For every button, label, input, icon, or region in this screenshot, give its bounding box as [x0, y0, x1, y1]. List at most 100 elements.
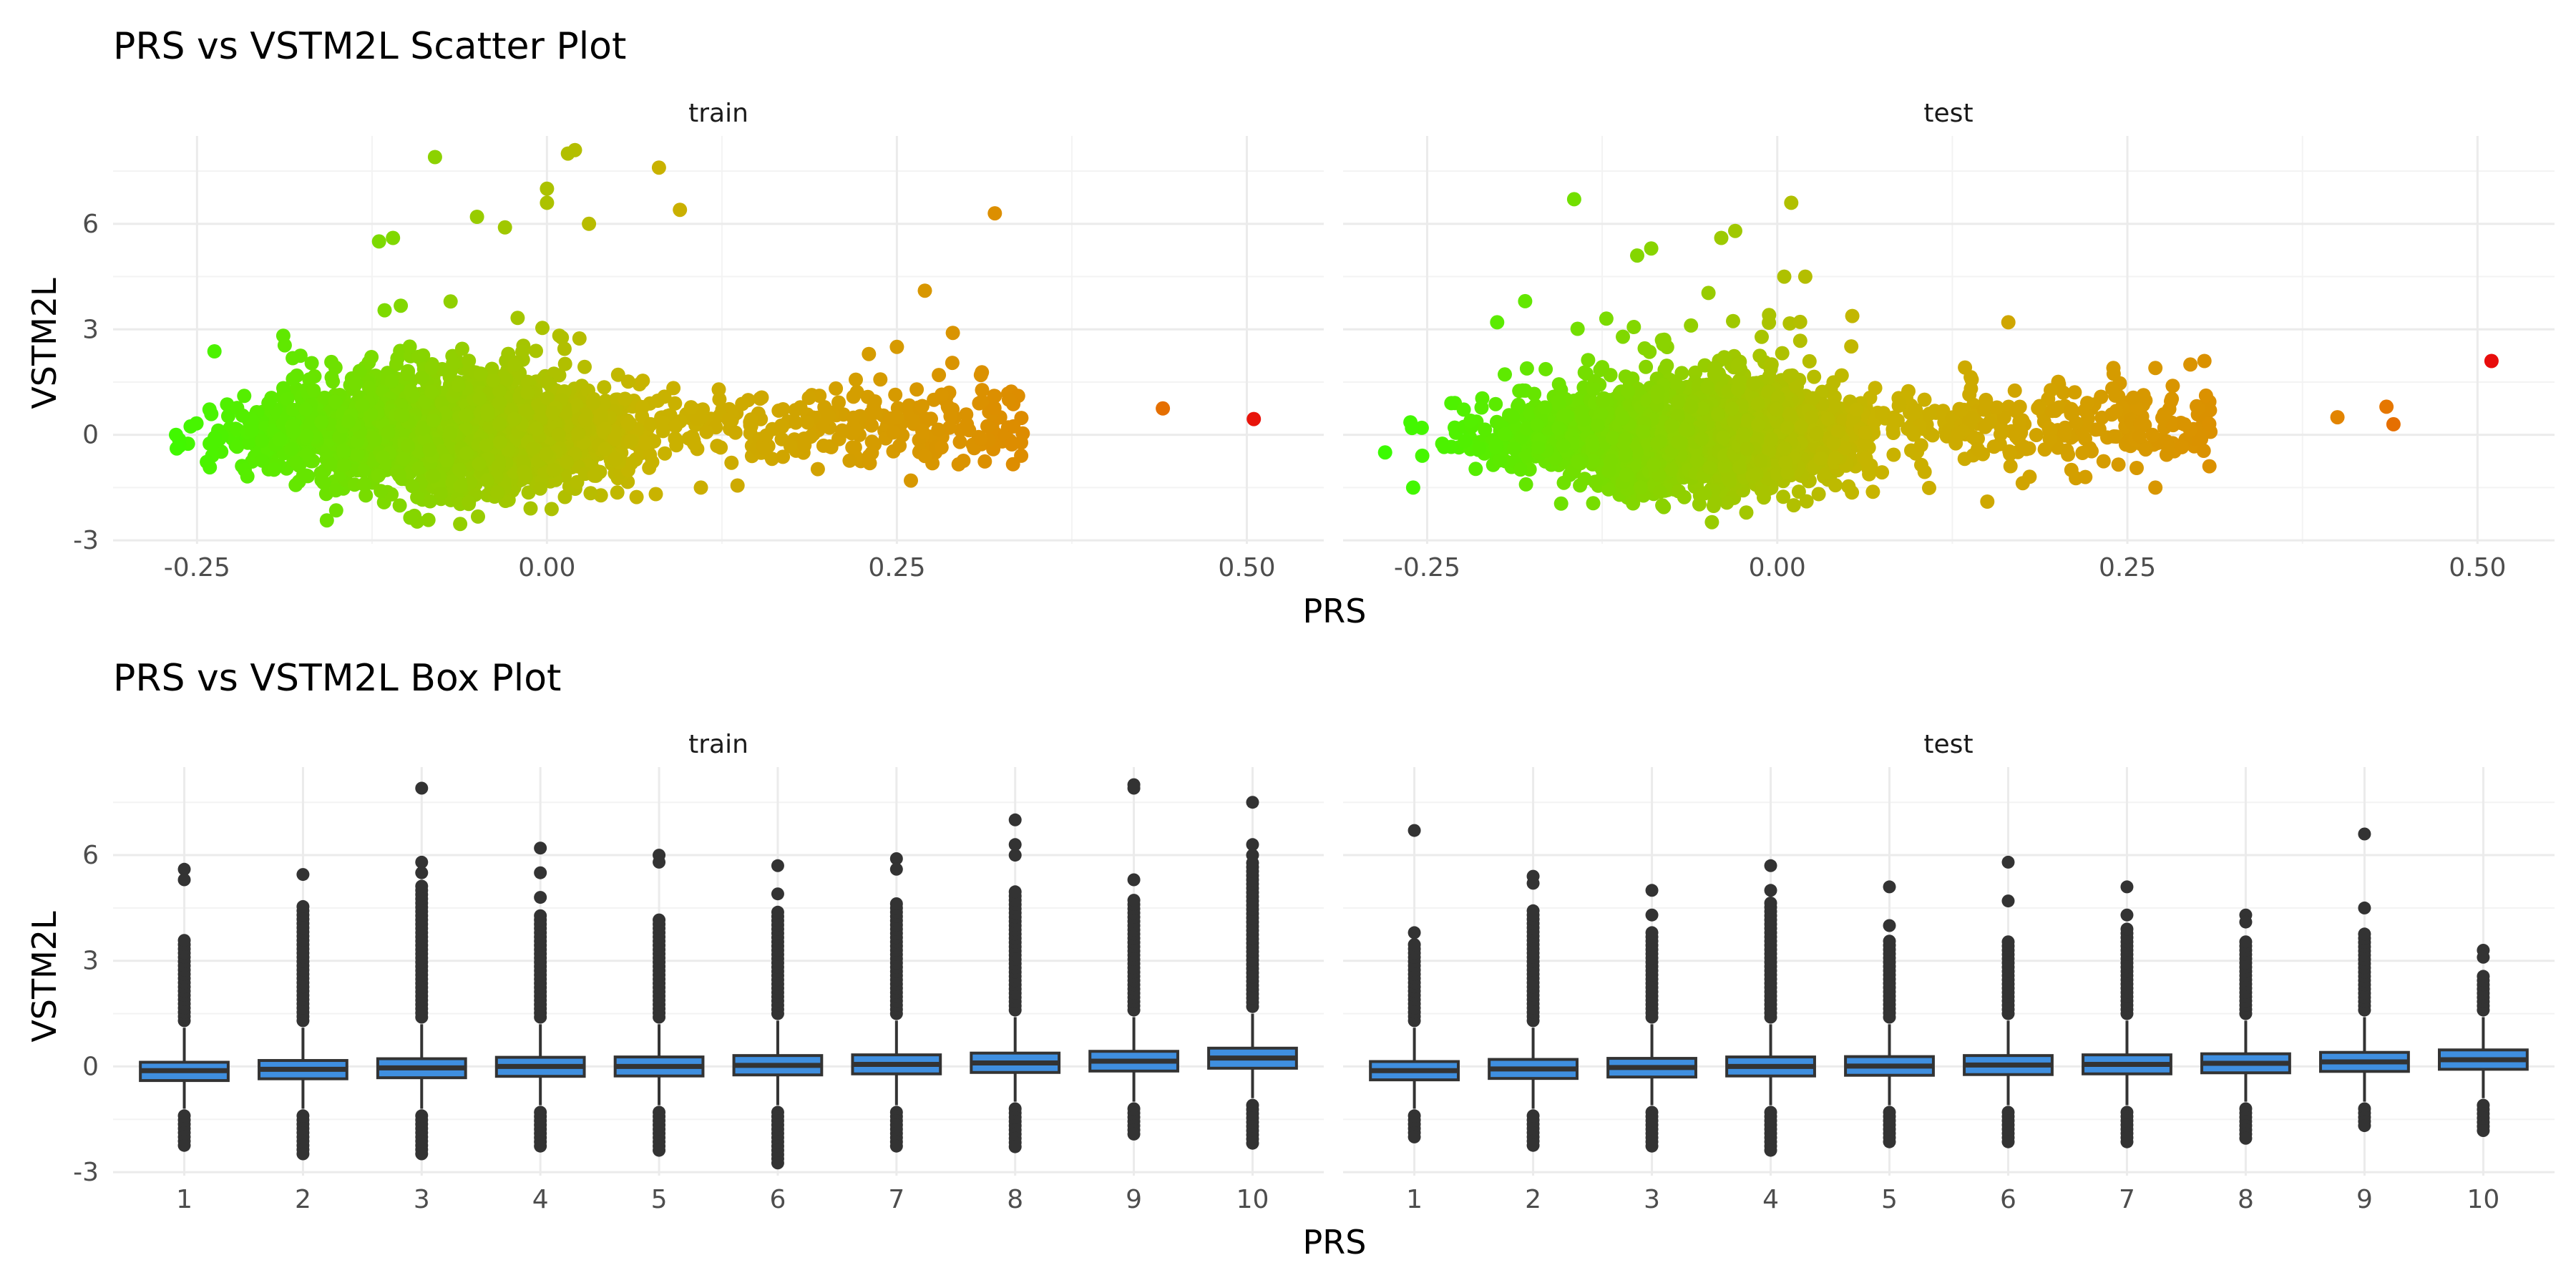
- x-tick-label: 0.50: [1218, 553, 1275, 582]
- scatter-point: [864, 446, 879, 460]
- scatter-point: [1570, 321, 1585, 336]
- scatter-point: [1802, 353, 1817, 369]
- scatter-point: [443, 426, 458, 441]
- scatter-point: [551, 427, 566, 442]
- scatter-point: [1478, 422, 1493, 437]
- scatter-point: [328, 483, 343, 498]
- scatter-point: [987, 389, 1002, 404]
- scatter-point: [328, 394, 343, 409]
- scatter-point: [552, 328, 567, 343]
- scatter-point: [1405, 421, 1420, 436]
- scatter-point: [842, 453, 857, 468]
- scatter-point: [1444, 396, 1459, 411]
- scatter-point: [424, 361, 439, 376]
- scatter-point: [883, 411, 898, 426]
- scatter-point: [283, 442, 298, 457]
- scatter-point: [544, 502, 559, 517]
- scatter-point: [945, 356, 960, 371]
- scatter-point: [255, 453, 270, 468]
- scatter-point: [904, 473, 918, 488]
- scatter-point: [935, 387, 950, 402]
- scatter-point: [374, 484, 389, 499]
- scatter-point: [1739, 505, 1754, 520]
- scatter-point: [1498, 367, 1512, 382]
- scatter-point: [607, 431, 622, 447]
- scatter-point: [593, 405, 608, 420]
- x-tick-label: 0.25: [2099, 553, 2156, 582]
- scatter-point: [484, 361, 499, 376]
- scatter-point: [474, 366, 488, 381]
- scatter-point: [1581, 353, 1596, 368]
- scatter-point: [245, 424, 259, 439]
- scatter-point: [324, 354, 339, 369]
- scatter-point: [451, 378, 466, 393]
- scatter-point: [557, 356, 572, 371]
- scatter-point: [620, 374, 635, 389]
- scatter-point: [1513, 462, 1528, 477]
- scatter-point: [764, 452, 779, 467]
- scatter-point: [618, 391, 633, 406]
- scatter-point: [557, 341, 572, 356]
- scatter-point: [1775, 346, 1790, 361]
- scatter-point: [386, 230, 401, 245]
- scatter-point: [643, 447, 658, 462]
- scatter-point: [352, 364, 367, 379]
- scatter-point: [915, 424, 930, 439]
- scatter-point: [635, 374, 650, 389]
- scatter-point: [1556, 475, 1571, 490]
- scatter-point: [711, 382, 726, 397]
- scatter-point: [367, 432, 382, 447]
- scatter-point: [453, 479, 468, 494]
- scatter-point: [721, 412, 736, 427]
- scatter-point: [914, 399, 930, 414]
- scatter-point: [668, 396, 683, 411]
- scatter-point: [403, 510, 418, 525]
- scatter-point: [643, 416, 658, 431]
- scatter-point: [1156, 401, 1171, 416]
- scatter-point: [472, 391, 487, 406]
- scatter-point: [669, 433, 684, 448]
- scatter-point: [597, 421, 612, 436]
- scatter-point: [535, 321, 550, 336]
- scatter-point: [758, 441, 773, 456]
- scatter-point: [1538, 400, 1553, 415]
- scatter-point: [687, 436, 702, 452]
- scatter-point: [973, 368, 988, 383]
- scatter-point: [377, 303, 392, 318]
- scatter-point: [1518, 477, 1533, 492]
- scatter-point: [577, 412, 592, 427]
- scatter-point: [1001, 392, 1016, 407]
- scatter-point: [1828, 478, 1843, 493]
- scatter-point: [1865, 484, 1880, 499]
- scatter-point: [648, 487, 663, 502]
- scatter-point: [540, 195, 555, 210]
- scatter-point: [499, 372, 514, 387]
- scatter-point: [1807, 369, 1822, 384]
- scatter-point: [1553, 496, 1568, 511]
- scatter-point: [1792, 314, 1807, 329]
- scatter-point: [560, 455, 575, 469]
- scatter-point: [341, 414, 356, 429]
- scatter-point: [1858, 451, 1873, 466]
- scatter-point: [1704, 514, 1719, 530]
- scatter-point: [443, 294, 458, 309]
- scatter-point: [316, 475, 331, 490]
- scatter-point: [699, 424, 714, 439]
- scatter-point: [610, 367, 625, 382]
- scatter-point: [472, 457, 487, 472]
- scatter-point: [597, 380, 612, 395]
- scatter-point: [829, 381, 844, 396]
- y-tick-label: 6: [82, 210, 99, 239]
- scatter-point: [835, 423, 849, 438]
- scatter-point: [170, 441, 184, 456]
- scatter-point: [909, 382, 924, 397]
- scatter-point: [1639, 359, 1654, 374]
- scatter-point: [545, 406, 560, 421]
- scatter-point: [776, 402, 791, 416]
- x-tick-label: -0.25: [164, 553, 230, 582]
- scatter-point: [435, 361, 449, 376]
- scatter-point: [427, 150, 442, 165]
- scatter-point: [945, 326, 960, 341]
- scatter-point: [452, 462, 467, 477]
